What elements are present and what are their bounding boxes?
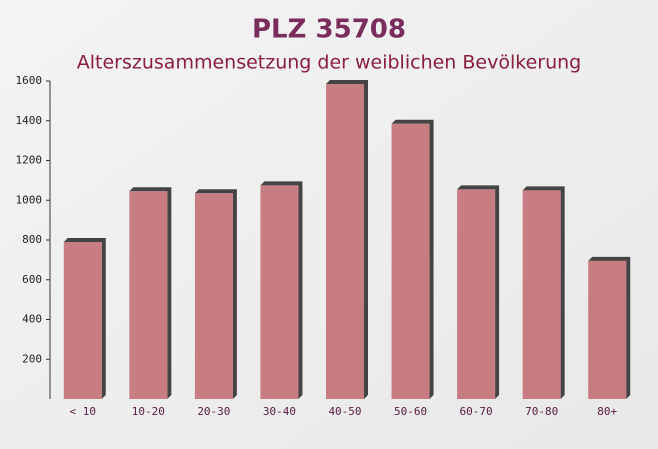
y-tick-label: 1400: [16, 114, 43, 127]
y-tick-label: 400: [22, 313, 42, 326]
y-tick-label: 600: [22, 273, 42, 286]
bar: [260, 185, 299, 399]
bar: [326, 83, 364, 399]
y-tick-label: 1000: [16, 193, 43, 206]
x-tick-label: 20-30: [197, 405, 230, 418]
y-tick-label: 1600: [16, 74, 43, 87]
chart-subtitle: Alterszusammensetzung der weiblichen Bev…: [77, 52, 581, 74]
x-tick-label: 30-40: [263, 405, 296, 418]
x-tick-label: 10-20: [132, 405, 165, 418]
bar: [391, 123, 430, 399]
bar: [522, 190, 561, 399]
bar: [63, 241, 102, 399]
x-tick-label: 60-70: [460, 405, 493, 418]
x-tick-label: 50-60: [394, 405, 427, 418]
y-tick-label: 200: [22, 352, 42, 365]
bar: [129, 191, 168, 399]
x-tick-label: 40-50: [328, 405, 361, 418]
chart-title: PLZ 35708: [252, 15, 406, 45]
bar: [588, 260, 627, 399]
x-tick-label: 70-80: [525, 405, 558, 418]
x-tick-label: < 10: [70, 405, 97, 418]
x-tick-label: 80+: [597, 405, 617, 418]
bar: [457, 189, 496, 399]
bar: [194, 193, 233, 399]
y-tick-label: 800: [22, 233, 42, 246]
y-tick-label: 1200: [16, 154, 43, 167]
